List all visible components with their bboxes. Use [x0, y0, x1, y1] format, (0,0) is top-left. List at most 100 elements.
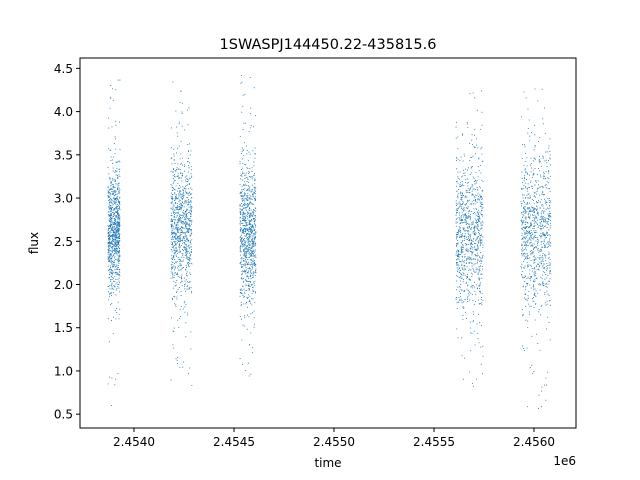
flux-point — [171, 231, 172, 233]
flux-point — [250, 239, 252, 241]
flux-point — [468, 215, 470, 217]
flux-point — [542, 210, 544, 212]
flux-point — [250, 302, 252, 304]
flux-point — [543, 194, 545, 196]
flux-point — [523, 184, 525, 186]
flux-point — [172, 271, 174, 273]
flux-point — [521, 273, 523, 275]
flux-point — [113, 213, 115, 215]
flux-point — [186, 213, 188, 214]
flux-point — [109, 177, 111, 179]
flux-point — [113, 288, 115, 290]
flux-point — [114, 180, 116, 182]
flux-point — [536, 242, 538, 244]
flux-point — [115, 235, 117, 237]
flux-point — [116, 231, 118, 233]
flux-point — [540, 237, 542, 239]
flux-point — [478, 236, 479, 238]
flux-point — [544, 176, 546, 178]
flux-point — [543, 172, 545, 174]
flux-point — [536, 201, 538, 203]
flux-point — [245, 256, 247, 258]
flux-point — [467, 228, 469, 230]
flux-point — [244, 227, 246, 229]
flux-point — [251, 266, 253, 267]
flux-point — [176, 229, 178, 231]
flux-point — [473, 225, 475, 227]
flux-point — [457, 242, 459, 244]
flux-point — [190, 212, 192, 214]
flux-point — [113, 214, 115, 216]
flux-point — [252, 243, 254, 245]
flux-point — [110, 224, 112, 226]
flux-point — [108, 243, 110, 245]
flux-point — [118, 241, 120, 243]
flux-point — [185, 247, 187, 249]
flux-point — [110, 293, 112, 295]
flux-point — [184, 187, 186, 189]
flux-point — [250, 191, 252, 193]
flux-point — [520, 249, 522, 251]
flux-point — [524, 242, 526, 244]
flux-point — [171, 244, 173, 246]
flux-point — [111, 206, 113, 208]
flux-point — [179, 237, 181, 239]
flux-point — [544, 202, 546, 204]
flux-point — [477, 147, 479, 149]
flux-point — [250, 275, 252, 277]
flux-point — [544, 246, 546, 248]
flux-point — [250, 281, 252, 282]
flux-point — [470, 272, 472, 274]
flux-point — [521, 188, 523, 190]
flux-point — [108, 234, 110, 236]
flux-point — [254, 263, 256, 265]
flux-point — [118, 313, 120, 315]
flux-point — [172, 298, 174, 300]
flux-point — [524, 174, 526, 176]
flux-point — [118, 183, 120, 184]
flux-point — [108, 250, 110, 252]
flux-point — [525, 182, 527, 184]
flux-point — [522, 210, 524, 212]
flux-point — [548, 147, 550, 149]
flux-point — [481, 239, 483, 241]
flux-point — [469, 250, 471, 252]
flux-point — [247, 199, 249, 201]
flux-point — [107, 258, 109, 260]
flux-point — [117, 79, 119, 81]
flux-point — [471, 265, 473, 267]
flux-point — [172, 198, 174, 200]
flux-point — [468, 215, 470, 217]
flux-point — [119, 282, 121, 284]
flux-point — [188, 219, 189, 221]
flux-point — [175, 110, 177, 112]
flux-point — [534, 260, 536, 262]
flux-point — [465, 214, 466, 216]
flux-point — [533, 280, 535, 282]
flux-point — [112, 210, 114, 212]
flux-point — [119, 79, 121, 81]
flux-point — [471, 242, 472, 244]
flux-point — [114, 199, 116, 201]
flux-point — [523, 91, 525, 93]
flux-point — [170, 195, 172, 197]
flux-point — [244, 183, 246, 185]
flux-point — [242, 207, 244, 209]
flux-point — [249, 244, 251, 246]
flux-point — [550, 216, 552, 218]
flux-point — [111, 320, 112, 321]
flux-point — [179, 262, 181, 264]
flux-point — [115, 198, 117, 200]
flux-point — [544, 200, 546, 202]
flux-point — [542, 271, 544, 273]
flux-point — [239, 192, 241, 194]
flux-point — [476, 262, 478, 264]
flux-point — [110, 229, 112, 231]
flux-point — [172, 225, 174, 227]
flux-point — [248, 231, 249, 233]
flux-point — [545, 221, 547, 223]
flux-point — [242, 204, 244, 206]
flux-point — [249, 235, 251, 237]
flux-point — [117, 248, 118, 250]
flux-point — [254, 249, 256, 251]
